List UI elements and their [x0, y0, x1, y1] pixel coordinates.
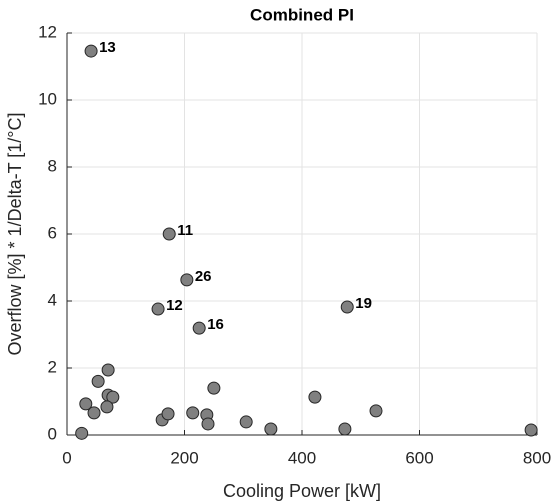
point [201, 417, 215, 431]
x-tick-label: 200 [170, 448, 198, 467]
point [207, 381, 221, 395]
point [84, 44, 98, 58]
point [264, 422, 278, 436]
y-tick-label: 8 [48, 156, 57, 175]
point [79, 397, 93, 411]
point [100, 400, 114, 414]
point [369, 404, 383, 418]
x-tick-label: 600 [405, 448, 433, 467]
point [192, 321, 206, 335]
point [75, 426, 89, 440]
y-tick-label: 6 [48, 223, 57, 242]
x-tick-label: 0 [62, 448, 71, 467]
y-tick-label: 12 [38, 22, 57, 41]
y-axis-label: Overflow [%] * 1/Delta-T [1/°C] [5, 113, 25, 356]
point [186, 406, 200, 420]
x-tick-label: 800 [523, 448, 551, 467]
point [162, 227, 176, 241]
point [101, 363, 115, 377]
point [239, 415, 253, 429]
point-label: 12 [166, 297, 183, 314]
y-tick-label: 10 [38, 89, 57, 108]
point [180, 273, 194, 287]
point [151, 302, 165, 316]
point [87, 406, 101, 420]
point-label: 11 [177, 222, 193, 239]
point [91, 374, 105, 388]
point [340, 300, 354, 314]
chart-title: Combined PI [250, 5, 354, 24]
point [524, 423, 538, 437]
point-label: 26 [195, 268, 212, 285]
y-tick-label: 0 [48, 424, 57, 443]
point [106, 390, 120, 404]
point-label: 19 [355, 295, 372, 312]
y-tick-label: 2 [48, 357, 57, 376]
point-label: 13 [99, 39, 116, 56]
x-axis-label: Cooling Power [kW] [223, 481, 381, 501]
point [338, 422, 352, 436]
point-label: 16 [207, 316, 224, 333]
y-tick-label: 4 [48, 290, 57, 309]
point [161, 407, 175, 421]
point [308, 390, 322, 404]
x-tick-label: 400 [288, 448, 316, 467]
